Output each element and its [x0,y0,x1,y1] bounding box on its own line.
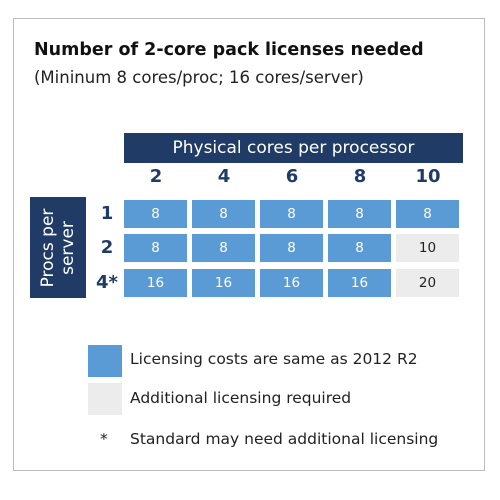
legend-label-additional: Additional licensing required [130,389,352,407]
table-cell: 20 [396,269,459,297]
table-cell: 8 [124,234,187,262]
table-cell: 8 [260,234,323,262]
row-label: 1 [100,203,114,224]
table-cell: 16 [124,269,187,297]
table-cell: 10 [396,234,459,262]
table-cell: 8 [260,200,323,228]
table-cell: 8 [328,200,391,228]
diagram-subtitle: (Mininum 8 cores/proc; 16 cores/server) [34,68,364,87]
legend-swatch-same [88,345,122,377]
table-cell: 8 [192,200,255,228]
table-cell: 8 [396,200,459,228]
column-label: 10 [415,166,441,187]
legend-swatch-additional [88,383,122,415]
column-label: 8 [353,166,367,187]
row-header-band [30,197,86,298]
row-label: 2 [100,237,114,258]
diagram-title: Number of 2-core pack licenses needed [34,40,424,60]
table-cell: 16 [192,269,255,297]
column-header-band: Physical cores per processor [124,133,463,163]
legend-label-same: Licensing costs are same as 2012 R2 [130,350,418,368]
footnote-text: Standard may need additional licensing [130,430,439,448]
row-header-text: Procs per server [38,208,78,287]
table-cell: 8 [192,234,255,262]
table-cell: 8 [124,200,187,228]
table-cell: 16 [328,269,391,297]
row-label: 4* [96,272,118,293]
row-header-line-1: Procs per [38,208,58,287]
table-cell: 8 [328,234,391,262]
footnote-marker: * [100,430,108,448]
table-cell: 16 [260,269,323,297]
column-label: 4 [217,166,231,187]
column-label: 6 [285,166,299,187]
column-label: 2 [149,166,163,187]
row-header-line-2: server [58,220,78,275]
